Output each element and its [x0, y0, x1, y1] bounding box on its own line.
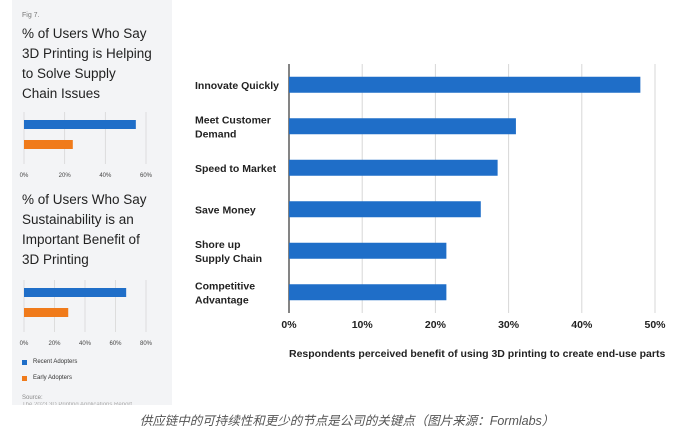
main-tick-label: 0%: [281, 319, 297, 331]
legend-recent: Recent Adopters: [22, 359, 77, 365]
chart1-title-line: 3D Printing is Helping: [22, 46, 152, 61]
chart2-title: % of Users Who Say Sustainability is an …: [22, 190, 172, 270]
main-bar: [289, 201, 481, 218]
chart1-bar-recent: [24, 120, 136, 129]
main-category-label: Demand: [195, 128, 236, 140]
image-caption: 供应链中的可持续性和更少的节点是公司的关键点（图片来源：Formlabs）: [139, 414, 555, 428]
chart2-title-line: 3D Printing: [22, 252, 89, 267]
chart2-title-line: Important Benefit of: [22, 232, 140, 247]
chart1-title-line: to Solve Supply: [22, 66, 116, 81]
main-bar: [289, 284, 447, 301]
chart1-tick-label: 0%: [20, 173, 29, 179]
main-bar: [289, 159, 498, 176]
chart1-plot: 0% 20% 40% 60%: [20, 112, 153, 179]
chart2-tick-label: 80%: [140, 341, 153, 347]
main-category-label: Save Money: [195, 204, 256, 216]
right-panel: [180, 44, 680, 405]
main-category-label: Competitive: [195, 280, 255, 292]
main-x-axis-label: Respondents perceived benefit of using 3…: [289, 348, 665, 360]
chart1-title-line: Chain Issues: [22, 86, 101, 101]
source-text: The 2023 3D Printing Applications Report: [22, 402, 133, 405]
chart2-tick-label: 0%: [20, 341, 29, 347]
main-category-label: Advantage: [195, 294, 249, 306]
main-category-label: Speed to Market: [195, 163, 277, 175]
main-category-label: Innovate Quickly: [195, 80, 279, 92]
legend-swatch-recent: [22, 359, 27, 365]
legend-swatch-early: [22, 375, 27, 381]
chart1-title: % of Users Who Say 3D Printing is Helpin…: [22, 24, 172, 104]
chart2-tick-label: 40%: [79, 341, 92, 347]
chart2-tick-label: 20%: [48, 341, 61, 347]
left-panel: [12, 0, 172, 405]
chart2-bar-early: [24, 308, 69, 317]
main-bar: [289, 118, 516, 135]
main-tick-label: 30%: [498, 319, 520, 331]
source-label: Source:: [22, 395, 43, 401]
chart2-title-line: % of Users Who Say: [22, 192, 147, 207]
chart2-tick-label: 60%: [109, 341, 122, 347]
main-category-label: Shore up: [195, 239, 241, 251]
chart2-bar-recent: [24, 288, 127, 297]
main-tick-label: 10%: [352, 319, 374, 331]
chart1-bar-early: [24, 140, 73, 149]
main-bar: [289, 76, 641, 93]
chart2-plot: 0% 20% 40% 60% 80%: [20, 280, 153, 347]
chart1-tick-label: 40%: [99, 173, 112, 179]
figure-label: Fig 7.: [22, 12, 40, 19]
main-bar: [289, 242, 447, 259]
chart1-tick-label: 20%: [59, 173, 72, 179]
chart2-title-line: Sustainability is an: [22, 212, 134, 227]
main-chart: 0% 10% 20% 30% 40% 50% Innovate Quickly Meet Cu…: [195, 64, 666, 360]
legend-label-early: Early Adopters: [33, 375, 73, 381]
main-category-label: Supply Chain: [195, 253, 262, 265]
main-category-label: Meet Customer: [195, 114, 271, 126]
chart1-title-line: % of Users Who Say: [22, 26, 147, 41]
legend-early: Early Adopters: [22, 375, 72, 381]
main-tick-label: 20%: [425, 319, 447, 331]
main-tick-label: 40%: [571, 319, 593, 331]
main-tick-label: 50%: [644, 319, 666, 331]
chart1-tick-label: 60%: [140, 173, 153, 179]
legend-label-recent: Recent Adopters: [33, 359, 78, 365]
